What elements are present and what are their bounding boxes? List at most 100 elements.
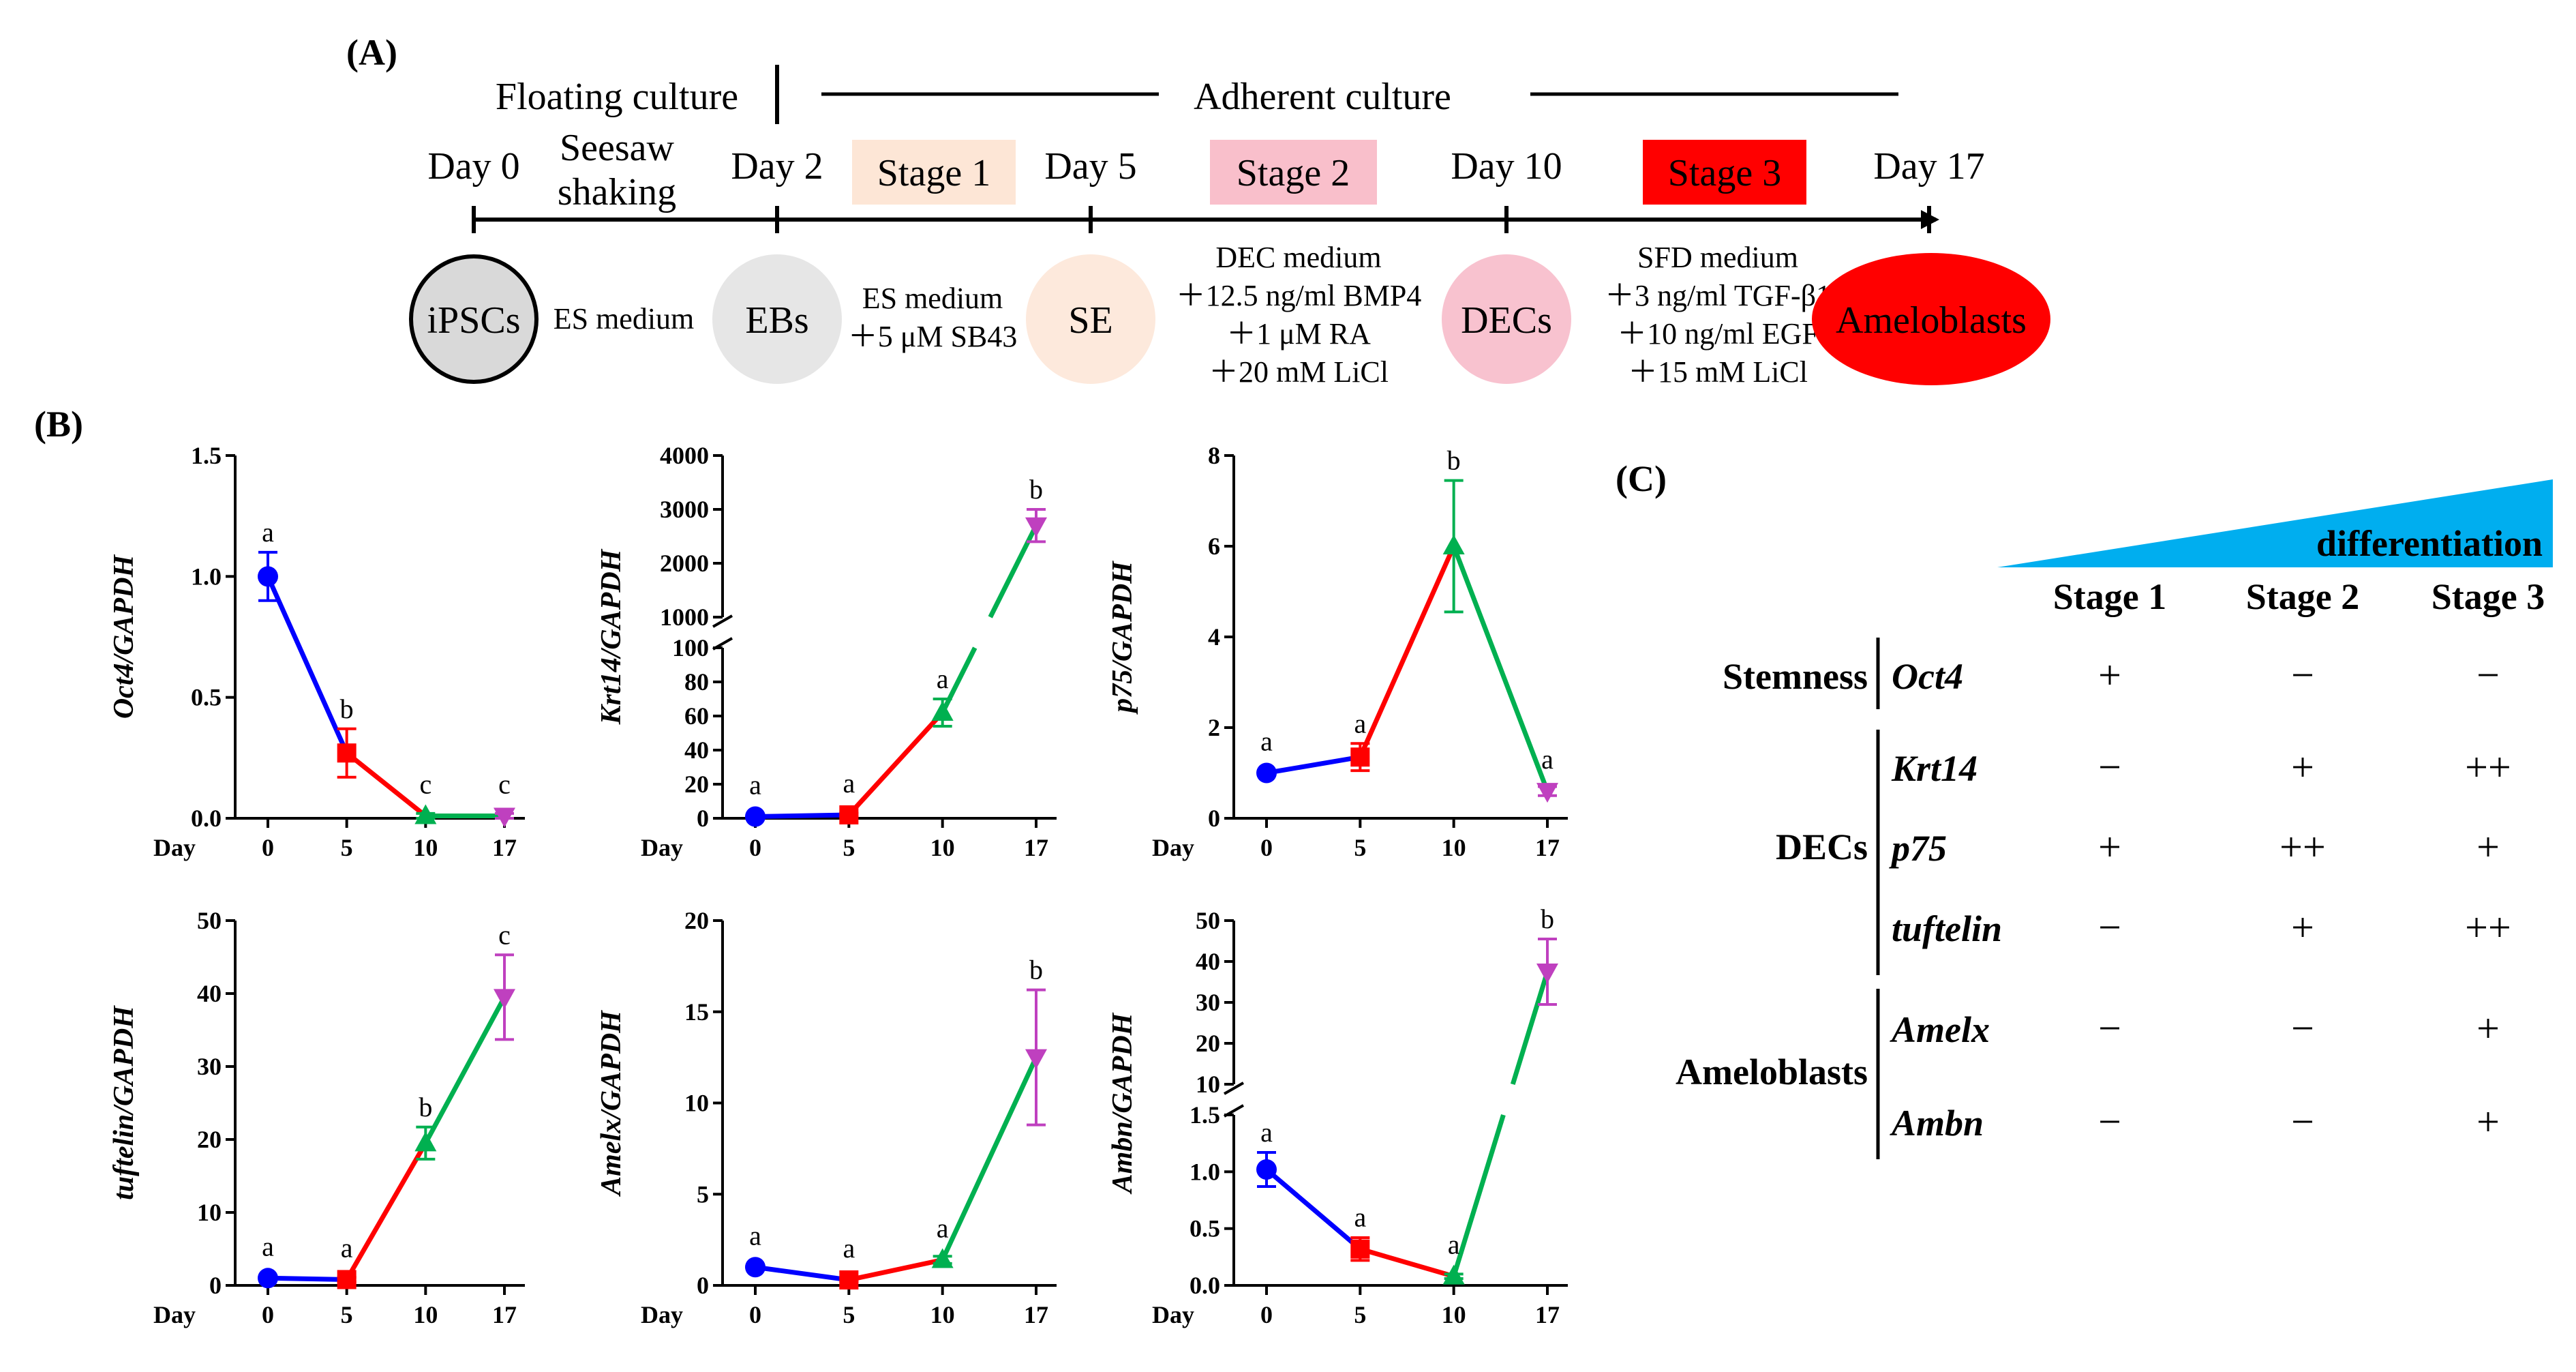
data-point bbox=[414, 1131, 437, 1152]
gene-name: Krt14 bbox=[1891, 748, 1978, 789]
y-tick-label: 4 bbox=[1208, 623, 1220, 651]
y-tick-label: 10 bbox=[1196, 1071, 1220, 1098]
chart-Oct4: 0.0 0.5 1.0 1.5 0 5 10 17 Day Oct4/GAPDH a b c c bbox=[108, 442, 525, 861]
es-medium-label: ES medium bbox=[554, 302, 695, 335]
marker-row-Krt14: Krt14− + ++ bbox=[1891, 745, 2511, 790]
data-point bbox=[1442, 1264, 1465, 1285]
expression-level: − bbox=[2291, 1006, 2314, 1051]
stemness-label: Stemness bbox=[1723, 656, 1868, 697]
significance-label: b bbox=[1029, 474, 1043, 505]
data-point bbox=[1536, 964, 1558, 983]
differentiation-label: differentiation bbox=[2316, 523, 2543, 564]
series-segment bbox=[940, 1056, 1039, 1262]
day-17-label: Day 17 bbox=[1873, 145, 1984, 188]
expression-level: − bbox=[2098, 745, 2121, 790]
significance-label: b bbox=[419, 1092, 432, 1122]
series-segment bbox=[1451, 1114, 1506, 1277]
expression-level: − bbox=[2476, 653, 2500, 698]
marker-row-Amelx: Amelx − − + bbox=[1890, 1006, 2500, 1051]
y-tick-label: 20 bbox=[1196, 1030, 1220, 1057]
shaking-label: shaking bbox=[558, 171, 676, 213]
gene-name: tuftelin bbox=[1892, 908, 2002, 949]
y-tick-label: 1.5 bbox=[191, 442, 222, 469]
chart-tuftelin: 0 10 20 30 40 50 0 5 10 17 Day tuftelin/GAPDH a a b c bbox=[108, 907, 525, 1328]
significance-label: a bbox=[843, 768, 855, 799]
expression-level: + bbox=[2476, 824, 2500, 869]
x-axis-label: Day bbox=[641, 1301, 683, 1328]
x-axis-label: Day bbox=[641, 834, 683, 861]
ameloblasts-category-label: Ameloblasts bbox=[1676, 1052, 1868, 1092]
floating-culture-label: Floating culture bbox=[496, 76, 738, 118]
expression-level: + bbox=[2098, 653, 2121, 698]
y-tick-label: 30 bbox=[1196, 989, 1220, 1016]
stage-2-box bbox=[1210, 140, 1377, 205]
y-tick-label: 10 bbox=[197, 1199, 222, 1226]
chart-Krt14: 0 20 40 60 80 100 1000 2000 3000 4000 0 5 10 17 Day Krt… bbox=[596, 442, 1057, 861]
data-point bbox=[839, 805, 859, 824]
x-axis-label: Day bbox=[1152, 1301, 1194, 1328]
data-point bbox=[1025, 517, 1047, 537]
series-segment bbox=[265, 575, 349, 754]
panel-c-label: (C) bbox=[1616, 458, 1667, 499]
ameloblasts-node bbox=[1812, 253, 2050, 385]
x-tick-label: 5 bbox=[843, 1301, 855, 1328]
x-tick-label: 17 bbox=[1535, 834, 1560, 861]
series-segment bbox=[847, 711, 945, 817]
data-point bbox=[1442, 535, 1465, 554]
day-5-label: Day 5 bbox=[1044, 145, 1136, 188]
expression-level: + bbox=[2476, 1099, 2500, 1144]
differentiation-wedge bbox=[1997, 479, 2553, 567]
y-tick-label: 0.5 bbox=[191, 684, 222, 711]
x-tick-label: 17 bbox=[492, 1301, 517, 1328]
x-tick-label: 10 bbox=[1442, 1301, 1466, 1328]
series-segment bbox=[1266, 754, 1361, 775]
stage-1-box bbox=[852, 140, 1016, 205]
data-point bbox=[1256, 762, 1277, 784]
y-tick-label: 4000 bbox=[660, 442, 709, 469]
x-tick-label: 10 bbox=[930, 834, 955, 861]
y-tick-label: 40 bbox=[1196, 948, 1220, 975]
x-axis-label: Day bbox=[153, 1301, 196, 1328]
y-tick-label: 10 bbox=[684, 1090, 709, 1117]
x-tick-label: 5 bbox=[341, 834, 353, 861]
gene-name: Amelx bbox=[1890, 1009, 1990, 1050]
y-tick-label: 80 bbox=[684, 668, 709, 696]
y-tick-label: 0 bbox=[697, 805, 709, 832]
expression-level: + bbox=[2291, 905, 2314, 950]
y-axis-label: Krt14/GAPDH bbox=[596, 548, 627, 725]
significance-label: c bbox=[498, 769, 511, 799]
ebs-label: EBs bbox=[745, 299, 808, 342]
x-tick-label: 0 bbox=[749, 834, 761, 861]
data-point bbox=[931, 701, 954, 721]
y-tick-label: 8 bbox=[1208, 442, 1220, 469]
stage-3-header: Stage 3 bbox=[2431, 576, 2545, 617]
y-tick-label: 1.0 bbox=[1189, 1158, 1220, 1185]
data-point bbox=[337, 743, 357, 763]
day-10-label: Day 10 bbox=[1451, 145, 1562, 188]
chart-Amelx: 0 5 10 15 20 0 5 10 17 Day Amelx/GAPDH a a a b bbox=[596, 907, 1057, 1328]
y-tick-label: 60 bbox=[684, 702, 709, 730]
decs-label: DECs bbox=[1461, 299, 1552, 342]
significance-label: a bbox=[262, 1231, 274, 1262]
significance-label: a bbox=[1448, 1229, 1460, 1260]
expression-level: ++ bbox=[2279, 824, 2326, 869]
y-axis-label: Amelx/GAPDH bbox=[596, 1010, 627, 1197]
expression-level: − bbox=[2098, 1006, 2121, 1051]
significance-label: b bbox=[1447, 445, 1461, 476]
significance-label: a bbox=[843, 1233, 855, 1264]
x-tick-label: 10 bbox=[413, 834, 438, 861]
expression-level: − bbox=[2098, 1099, 2121, 1144]
y-tick-label: 0 bbox=[697, 1272, 709, 1299]
significance-label: a bbox=[1541, 744, 1554, 775]
x-tick-label: 10 bbox=[413, 1301, 438, 1328]
expression-level: ++ bbox=[2465, 905, 2511, 950]
stage-3-label: Stage 3 bbox=[1668, 152, 1781, 194]
expression-level: + bbox=[2476, 1006, 2500, 1051]
expression-level: ++ bbox=[2465, 745, 2511, 790]
y-tick-label: 100 bbox=[672, 634, 709, 661]
series-segment bbox=[1358, 545, 1456, 758]
significance-label: b bbox=[340, 694, 354, 724]
y-tick-label: 50 bbox=[197, 907, 222, 934]
x-tick-label: 0 bbox=[262, 834, 274, 861]
